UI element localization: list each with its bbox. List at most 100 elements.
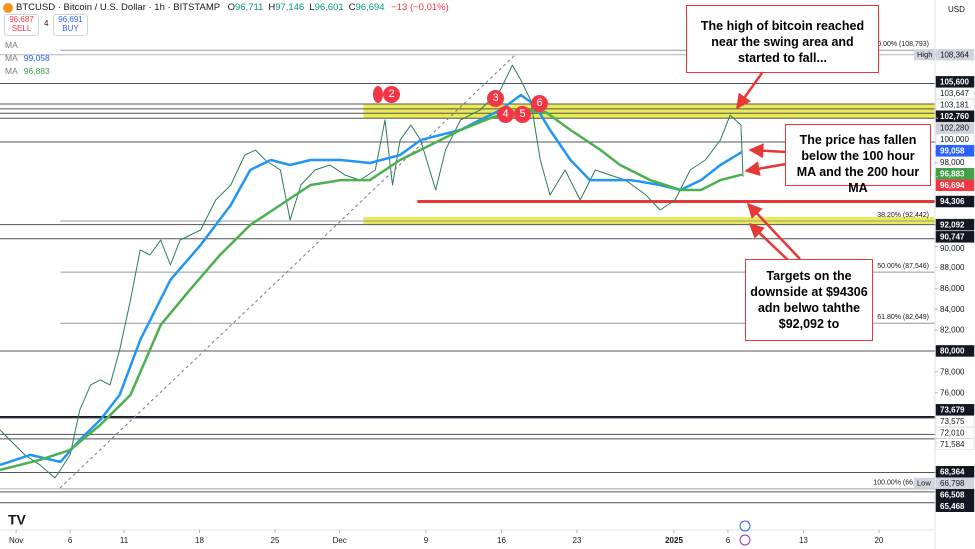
buy-button[interactable]: 96,691 BUY bbox=[53, 14, 88, 36]
level-label: 103,647 bbox=[940, 89, 969, 98]
level-label: 90,747 bbox=[940, 232, 965, 241]
x-tick-label: 9 bbox=[424, 536, 429, 545]
label-box bbox=[935, 438, 975, 451]
arrow bbox=[748, 143, 787, 159]
ohlc: O96,711 H97,146 L96,601 C96,694 bbox=[223, 2, 385, 13]
ohlc-value: 96,711 bbox=[234, 2, 264, 13]
buy-price: 96,691 bbox=[58, 15, 83, 24]
price-scale: 108,364 High 105,600 103,647 103,181 102,760 1… bbox=[914, 48, 975, 512]
y-tick-label: 98,000 bbox=[940, 158, 965, 167]
price-tag: 96,694 bbox=[940, 181, 965, 190]
level-label: 102,280 bbox=[940, 123, 969, 132]
level-label: 66,508 bbox=[940, 490, 965, 499]
series-line bbox=[0, 108, 743, 472]
indicator-name: MA bbox=[5, 53, 18, 63]
indicator-row: MA bbox=[5, 40, 18, 50]
label-box bbox=[935, 133, 975, 146]
symbol-title: BTCUSD · Bitcoin / U.S. Dollar · 1h · BI… bbox=[16, 2, 220, 13]
level-label: 102,760 bbox=[940, 112, 969, 121]
plot-area: 0.00% (108,793) 38.20% (92,442) 50.00% (87… bbox=[0, 41, 935, 504]
event-icon[interactable] bbox=[739, 520, 751, 532]
label-box bbox=[935, 110, 975, 123]
marker: 3 bbox=[487, 90, 504, 107]
y-tick-label: 90,000 bbox=[940, 244, 965, 253]
coin-icon bbox=[3, 3, 13, 13]
level-label: 100,000 bbox=[940, 135, 969, 144]
tv-logo: TV bbox=[8, 512, 27, 528]
ohlc-key: L bbox=[309, 2, 315, 13]
x-tick-label: 2025 bbox=[665, 536, 683, 545]
level-label: 92,092 bbox=[940, 220, 965, 229]
x-tick-label: 20 bbox=[874, 536, 883, 545]
symbol-header: BTCUSD · Bitcoin / U.S. Dollar · 1h · BI… bbox=[16, 2, 449, 13]
arrow bbox=[744, 161, 787, 177]
marker-dot bbox=[373, 86, 383, 103]
arrow bbox=[746, 202, 801, 260]
label-box bbox=[935, 488, 975, 501]
fib-label: 50.00% (87,546) bbox=[877, 263, 929, 270]
indicator-name: MA bbox=[5, 66, 18, 76]
label-box bbox=[935, 500, 975, 512]
currency: USD bbox=[948, 5, 965, 14]
marker: 4 bbox=[497, 106, 514, 123]
tag-box bbox=[914, 477, 935, 489]
marker: 5 bbox=[514, 106, 531, 123]
marker: 6 bbox=[531, 95, 548, 112]
spread: 4 bbox=[44, 19, 49, 28]
x-tick-label: 25 bbox=[271, 536, 280, 545]
label-box bbox=[935, 195, 975, 208]
indicator-row: MA 99,058 bbox=[5, 53, 50, 63]
fib-label: 100.00% (66,798) bbox=[873, 480, 929, 487]
sell-button[interactable]: 96,687 SELL bbox=[4, 14, 39, 36]
fib-label: 38.20% (92,442) bbox=[877, 212, 929, 219]
fib-trend-line bbox=[59, 54, 516, 489]
indicator-value: 96,883 bbox=[23, 66, 50, 76]
ohlc-key: C bbox=[348, 2, 356, 13]
sell-price: 96,687 bbox=[9, 15, 34, 24]
label-box bbox=[935, 87, 975, 100]
annotation: The price has fallen below the 100 hour … bbox=[785, 124, 931, 195]
x-tick-label: 11 bbox=[120, 536, 129, 545]
marker: 2 bbox=[383, 86, 400, 103]
label-box bbox=[935, 427, 975, 439]
label-box bbox=[935, 48, 975, 61]
price-tag: 99,058 bbox=[940, 146, 965, 155]
fib-label: 0.00% (108,793) bbox=[877, 41, 929, 48]
y-tick-label: 84,000 bbox=[940, 305, 965, 314]
level-label: 80,000 bbox=[940, 347, 965, 356]
ohlc-key: H bbox=[268, 2, 276, 13]
level-label: 72,010 bbox=[940, 428, 965, 437]
x-tick-label: 13 bbox=[799, 536, 808, 545]
annotation: The high of bitcoin reached near the swi… bbox=[686, 5, 879, 73]
label-box bbox=[935, 99, 975, 111]
ohlc-key: O bbox=[227, 2, 235, 13]
y-tick-label: 76,000 bbox=[940, 388, 965, 397]
label-box bbox=[935, 122, 975, 134]
tag-box bbox=[914, 49, 935, 61]
level-label: 103,181 bbox=[940, 100, 969, 109]
sell-label: SELL bbox=[11, 24, 32, 33]
buy-label: BUY bbox=[62, 24, 79, 33]
event-icon[interactable] bbox=[739, 534, 751, 546]
x-tick-label: 18 bbox=[195, 536, 204, 545]
level-label: 66,798 bbox=[940, 479, 965, 488]
ohlc-value: 97,146 bbox=[275, 2, 305, 13]
tag-label: Low bbox=[917, 479, 931, 488]
level-label: 68,364 bbox=[940, 467, 965, 476]
level-label: 108,364 bbox=[940, 50, 969, 59]
y-tick-label: 86,000 bbox=[940, 284, 965, 293]
fib-label: 61.80% (82,649) bbox=[877, 314, 929, 321]
label-box bbox=[935, 404, 975, 416]
label-box bbox=[935, 231, 975, 243]
label-box bbox=[935, 218, 975, 231]
y-tick-label: 88,000 bbox=[940, 263, 965, 272]
label-box bbox=[935, 145, 975, 157]
level-label: 65,468 bbox=[940, 502, 965, 511]
label-box bbox=[935, 345, 975, 357]
y-tick-label: 82,000 bbox=[940, 326, 965, 335]
annotation: Targets on the downside at $94306 adn be… bbox=[745, 259, 873, 341]
change: −13 (−0.01%) bbox=[391, 2, 449, 13]
tag-label: High bbox=[917, 50, 932, 59]
